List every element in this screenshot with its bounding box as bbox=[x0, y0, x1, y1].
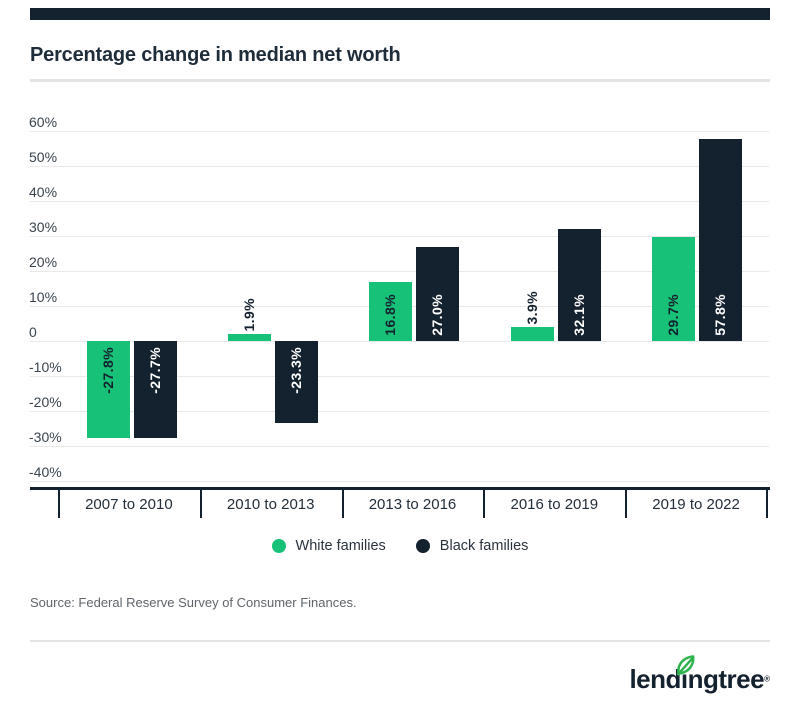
x-axis-label: 2010 to 2013 bbox=[226, 496, 315, 513]
grid-line bbox=[30, 236, 769, 237]
legend-swatch-black-families bbox=[415, 539, 430, 553]
x-axis-label: 2016 to 2019 bbox=[510, 496, 599, 513]
y-axis-label: 20% bbox=[29, 254, 58, 270]
logo-text: lendıngtree bbox=[629, 664, 765, 694]
x-axis-label: 2007 to 2010 bbox=[85, 496, 173, 513]
grid-line bbox=[30, 341, 769, 342]
bar-white-families bbox=[228, 334, 272, 341]
grid-line bbox=[30, 201, 769, 202]
bar-white-families bbox=[369, 282, 413, 341]
chart-title: Percentage change in median net worth bbox=[30, 44, 401, 66]
y-axis-label: 0 bbox=[29, 324, 37, 340]
bar-value-label: 3.9% bbox=[523, 290, 540, 325]
bar-value-label: 32.1% bbox=[570, 294, 587, 336]
y-axis-label: 60% bbox=[29, 114, 58, 130]
bar-value-label: 27.0% bbox=[429, 294, 446, 336]
y-axis-label: 50% bbox=[29, 149, 58, 165]
y-axis-label: -20% bbox=[29, 394, 62, 410]
x-axis-label: 2019 to 2022 bbox=[652, 496, 740, 513]
bar-value-label: -27.8% bbox=[100, 347, 116, 394]
bar-white-families bbox=[87, 341, 130, 439]
x-axis-label: 2013 to 2016 bbox=[368, 496, 457, 513]
y-axis-label: 30% bbox=[29, 219, 58, 235]
bar-value-label: 29.7% bbox=[664, 294, 681, 336]
x-axis-tick bbox=[58, 487, 60, 518]
bar-black-families bbox=[416, 246, 460, 341]
x-axis-line bbox=[30, 487, 770, 490]
x-axis-tick bbox=[483, 487, 486, 518]
lendingtree-logo: lendıngtree® bbox=[629, 655, 770, 697]
grid-line bbox=[30, 166, 769, 167]
registered-mark: ® bbox=[764, 674, 770, 684]
footer-divider bbox=[30, 640, 770, 642]
legend-item-white-families: White families bbox=[271, 538, 386, 554]
bar-black-families bbox=[134, 341, 177, 438]
y-axis-label: 10% bbox=[29, 289, 58, 305]
leaf-icon bbox=[676, 655, 695, 676]
y-axis-label: -10% bbox=[29, 359, 62, 375]
x-axis-tick bbox=[199, 487, 202, 518]
bar-black-families bbox=[698, 138, 742, 341]
grid-line bbox=[30, 271, 769, 272]
grid-line bbox=[30, 131, 769, 132]
x-axis-tick bbox=[766, 487, 768, 518]
legend-label-white-families: White families bbox=[295, 538, 386, 554]
grid-line bbox=[30, 481, 769, 482]
grid-line bbox=[30, 411, 769, 412]
bar-value-label: 1.9% bbox=[241, 297, 258, 332]
grid-line bbox=[30, 446, 769, 447]
x-axis-tick bbox=[341, 487, 344, 518]
bar-value-label: -23.3% bbox=[288, 347, 305, 394]
bar-value-label: 57.8% bbox=[711, 294, 728, 336]
legend-swatch-white-families bbox=[271, 539, 286, 553]
bar-white-families bbox=[510, 327, 554, 341]
bar-white-families bbox=[651, 237, 695, 341]
y-axis-label: -30% bbox=[29, 429, 62, 445]
source-note: Source: Federal Reserve Survey of Consum… bbox=[30, 595, 357, 610]
y-axis-label: -40% bbox=[29, 464, 62, 480]
legend-label-black-families: Black families bbox=[439, 538, 529, 554]
title-divider bbox=[30, 79, 770, 82]
y-axis-label: 40% bbox=[29, 184, 58, 200]
x-axis-tick bbox=[625, 487, 628, 518]
legend-item-black-families: Black families bbox=[415, 538, 529, 554]
chart-legend: White families Black families bbox=[0, 538, 800, 554]
bar-value-label: -27.7% bbox=[147, 347, 163, 394]
bar-black-families bbox=[275, 341, 319, 423]
top-accent-bar bbox=[30, 8, 770, 20]
bar-value-label: 16.8% bbox=[382, 294, 399, 336]
grid-line bbox=[30, 376, 769, 377]
bar-black-families bbox=[557, 228, 601, 341]
